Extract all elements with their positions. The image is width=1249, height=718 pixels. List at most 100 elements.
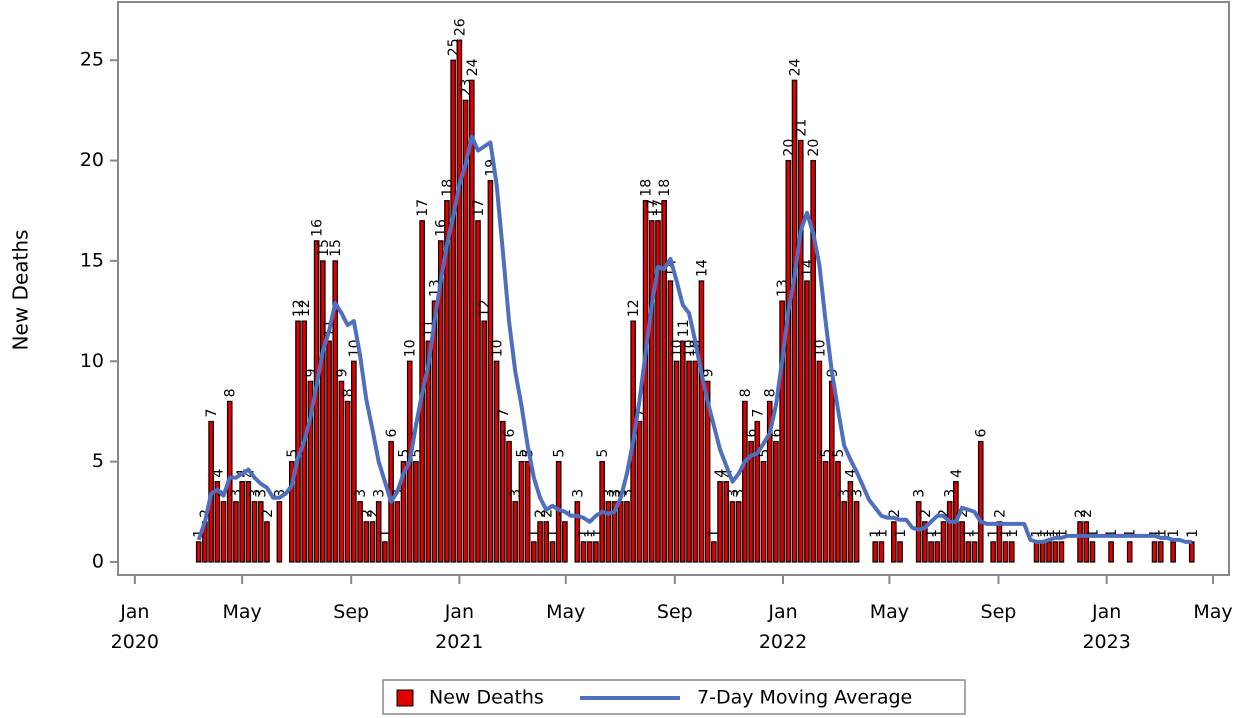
bar	[853, 501, 860, 563]
data-label: 3	[732, 489, 748, 498]
data-label: 3	[850, 489, 866, 498]
data-label: 4	[843, 469, 859, 478]
data-label: 3	[601, 489, 617, 498]
data-label: 26	[452, 18, 468, 36]
data-label: 18	[639, 179, 655, 197]
x-tick-label: Jan 2023	[1082, 601, 1131, 653]
bar	[841, 501, 847, 563]
bar	[400, 461, 407, 563]
bar	[363, 521, 370, 563]
x-tick-label: Sep	[656, 601, 693, 623]
data-label: 5	[819, 449, 835, 458]
bar	[959, 521, 965, 563]
legend-swatch	[396, 689, 414, 707]
data-label: 3	[353, 489, 369, 498]
data-label: 9	[303, 368, 319, 377]
bar	[977, 440, 984, 563]
legend-box	[382, 679, 966, 715]
data-label: 3	[254, 489, 270, 498]
bar	[605, 501, 612, 563]
bar	[251, 501, 258, 563]
bar	[791, 79, 798, 563]
bar	[1126, 541, 1133, 563]
bar	[512, 501, 519, 563]
data-label: 7	[750, 409, 766, 418]
bar	[742, 400, 748, 563]
data-label: 8	[763, 388, 779, 397]
bar	[624, 501, 630, 563]
data-label: 1	[1185, 529, 1201, 538]
data-label: 6	[744, 429, 760, 438]
data-label: 12	[291, 299, 307, 317]
bar	[382, 541, 388, 563]
data-label: 1	[1085, 529, 1101, 538]
bar	[531, 541, 537, 563]
bar	[487, 180, 494, 563]
bar	[661, 200, 667, 563]
bar	[456, 39, 463, 563]
data-label: 7	[204, 409, 220, 418]
bar	[673, 360, 680, 563]
data-label: 14	[694, 259, 710, 277]
data-label: 18	[657, 179, 673, 197]
data-label: 1	[545, 529, 561, 538]
data-label: 1	[1054, 529, 1070, 538]
data-label: 3	[608, 489, 624, 498]
data-label: 17	[645, 199, 661, 217]
bar	[766, 400, 773, 563]
x-tick-label: Jan 2022	[758, 601, 808, 653]
data-label: 8	[223, 388, 239, 397]
data-label: 3	[725, 489, 741, 498]
bar	[680, 340, 686, 563]
bar	[1089, 541, 1096, 563]
x-tick-label: May	[222, 601, 262, 623]
bar	[1052, 541, 1059, 563]
bar	[636, 420, 643, 563]
bar	[810, 159, 816, 563]
bar	[996, 521, 1003, 563]
y-tick-label: 10	[80, 350, 104, 372]
bar	[537, 521, 543, 563]
data-label: 3	[620, 489, 636, 498]
data-label: 2	[1079, 509, 1095, 518]
data-label: 1	[1148, 529, 1164, 538]
bar	[1108, 541, 1114, 563]
bar	[965, 541, 972, 563]
data-label: 1	[1154, 529, 1170, 538]
data-label: 2	[918, 509, 934, 518]
bar	[804, 280, 810, 563]
data-label: 3	[248, 489, 264, 498]
data-label: 9	[701, 368, 717, 377]
bar	[375, 501, 382, 563]
bar	[735, 501, 742, 563]
legend-label: 7-Day Moving Average	[697, 687, 912, 709]
bar	[288, 461, 295, 563]
bar	[729, 501, 736, 563]
bar	[1039, 541, 1046, 563]
data-label: 7	[632, 409, 648, 418]
data-label: 1	[1123, 529, 1139, 538]
data-label: 3	[570, 489, 586, 498]
data-label: 3	[229, 489, 245, 498]
data-label: 4	[949, 469, 965, 478]
data-label: 24	[788, 58, 804, 76]
data-label: 1	[378, 529, 394, 538]
bar	[562, 521, 568, 563]
bar	[326, 340, 332, 563]
data-label: 1	[1036, 529, 1052, 538]
data-label: 5	[552, 449, 568, 458]
bar	[369, 521, 376, 563]
data-label: 2	[533, 509, 549, 518]
data-label: 5	[595, 449, 611, 458]
bar	[1188, 541, 1195, 563]
bar	[822, 461, 829, 563]
data-label: 6	[769, 429, 785, 438]
data-label: 10	[812, 339, 828, 357]
bar	[524, 461, 531, 563]
bar	[835, 461, 841, 563]
bar	[586, 541, 593, 563]
bar	[500, 420, 506, 563]
bar	[872, 541, 879, 563]
bar	[748, 440, 754, 563]
